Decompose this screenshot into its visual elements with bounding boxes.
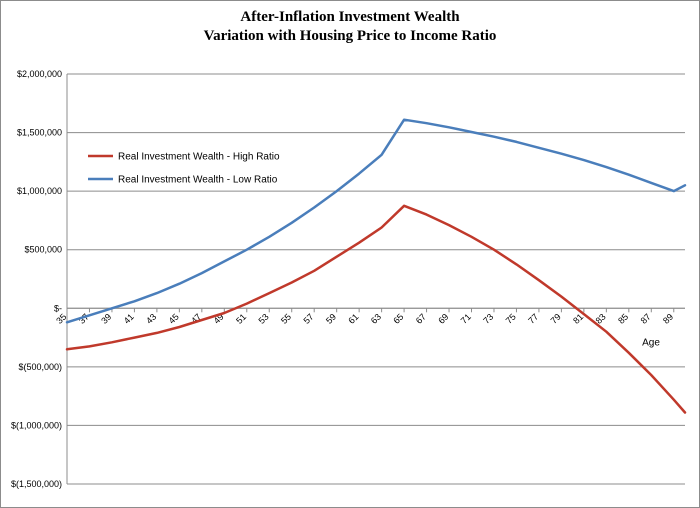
y-tick-label: $500,000 xyxy=(24,245,62,255)
y-tick-label: $1,000,000 xyxy=(17,186,62,196)
x-tick-label: 83 xyxy=(594,312,608,326)
x-tick-label: 55 xyxy=(279,312,293,326)
x-tick-label: 79 xyxy=(549,312,563,326)
x-tick-label: 43 xyxy=(144,312,158,326)
chart-title: After-Inflation Investment Wealth xyxy=(240,9,460,25)
x-tick-label: 53 xyxy=(257,312,271,326)
series-line-low-ratio xyxy=(65,118,687,324)
x-tick-label: 35 xyxy=(54,312,68,326)
x-tick-label: 73 xyxy=(481,312,495,326)
y-tick-label: $2,000,000 xyxy=(17,69,62,79)
x-tick-label: 63 xyxy=(369,312,383,326)
x-tick-label: 69 xyxy=(436,312,450,326)
x-tick-label: 57 xyxy=(301,312,315,326)
y-tick-label: $- xyxy=(54,303,62,313)
x-tick-label: 41 xyxy=(122,312,136,326)
x-tick-label: 67 xyxy=(414,312,428,326)
y-tick-label: $(500,000) xyxy=(18,362,62,372)
series-line-high-ratio xyxy=(65,204,687,414)
x-axis-title: Age xyxy=(642,337,660,348)
x-tick-label: 39 xyxy=(99,312,113,326)
x-tick-label: 45 xyxy=(167,312,181,326)
x-tick-label: 51 xyxy=(234,312,248,326)
chart-subtitle: Variation with Housing Price to Income R… xyxy=(203,28,497,44)
x-tick-label: 59 xyxy=(324,312,338,326)
y-tick-label: $(1,500,000) xyxy=(11,479,62,489)
x-tick-label: 81 xyxy=(571,312,585,326)
x-tick-label: 71 xyxy=(459,312,473,326)
x-tick-label: 61 xyxy=(346,312,360,326)
legend-label-high-ratio: Real Investment Wealth - High Ratio xyxy=(118,152,280,163)
x-tick-label: 77 xyxy=(526,312,540,326)
x-tick-label: 89 xyxy=(661,312,675,326)
y-tick-label: $(1,000,000) xyxy=(11,420,62,430)
x-tick-label: 75 xyxy=(504,312,518,326)
legend-label-low-ratio: Real Investment Wealth - Low Ratio xyxy=(118,175,278,186)
y-tick-label: $1,500,000 xyxy=(17,128,62,138)
x-tick-label: 65 xyxy=(391,312,405,326)
x-tick-label: 85 xyxy=(616,312,630,326)
x-tick-label: 87 xyxy=(639,312,653,326)
